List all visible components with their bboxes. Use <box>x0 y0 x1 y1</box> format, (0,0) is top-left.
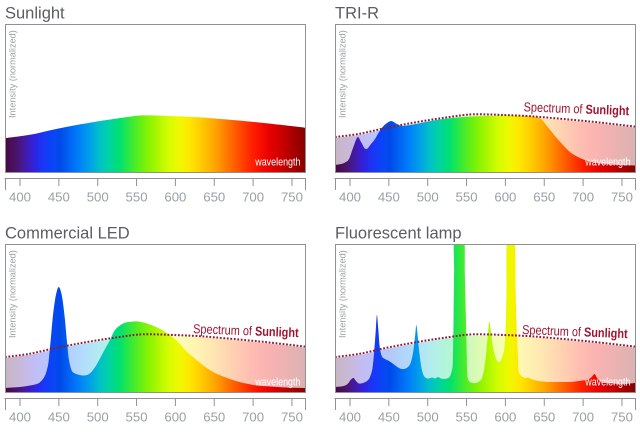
svg-text:500: 500 <box>87 410 109 425</box>
svg-text:650: 650 <box>203 410 225 425</box>
svg-text:400: 400 <box>9 410 31 425</box>
svg-text:450: 450 <box>48 190 70 205</box>
svg-text:700: 700 <box>572 410 594 425</box>
svg-text:700: 700 <box>572 190 594 205</box>
svg-text:Intensity (normalized): Intensity (normalized) <box>8 30 18 118</box>
svg-text:500: 500 <box>87 190 109 205</box>
svg-text:750: 750 <box>281 410 303 425</box>
svg-text:500: 500 <box>417 410 439 425</box>
svg-text:450: 450 <box>378 190 400 205</box>
svg-text:650: 650 <box>533 190 555 205</box>
svg-text:750: 750 <box>611 410 633 425</box>
svg-text:600: 600 <box>494 190 516 205</box>
svg-text:550: 550 <box>126 410 148 425</box>
svg-text:400: 400 <box>9 190 31 205</box>
svg-text:600: 600 <box>164 410 186 425</box>
svg-text:Spectrum of Sunlight: Spectrum of Sunlight <box>523 99 629 118</box>
svg-text:wavelength: wavelength <box>254 377 300 389</box>
svg-text:600: 600 <box>164 190 186 205</box>
svg-text:750: 750 <box>281 190 303 205</box>
svg-text:450: 450 <box>378 410 400 425</box>
svg-text:750: 750 <box>611 190 633 205</box>
svg-text:700: 700 <box>242 410 264 425</box>
svg-text:700: 700 <box>242 190 264 205</box>
svg-text:Sunlight: Sunlight <box>5 5 65 23</box>
svg-text:wavelength: wavelength <box>584 377 630 389</box>
svg-text:Intensity (normalized): Intensity (normalized) <box>8 250 18 338</box>
svg-text:wavelength: wavelength <box>584 157 630 169</box>
svg-text:Fluorescent lamp: Fluorescent lamp <box>335 225 462 243</box>
svg-text:Commercial LED: Commercial LED <box>5 225 130 243</box>
svg-text:650: 650 <box>533 410 555 425</box>
svg-text:650: 650 <box>203 190 225 205</box>
svg-text:TRI-R: TRI-R <box>335 5 379 23</box>
svg-text:400: 400 <box>339 410 361 425</box>
svg-text:500: 500 <box>417 190 439 205</box>
svg-text:Spectrum of Sunlight: Spectrum of Sunlight <box>522 322 628 341</box>
svg-text:Intensity (normalized): Intensity (normalized) <box>338 250 348 338</box>
svg-text:Spectrum of Sunlight: Spectrum of Sunlight <box>193 321 299 340</box>
svg-text:400: 400 <box>339 190 361 205</box>
svg-text:wavelength: wavelength <box>254 157 300 169</box>
svg-text:450: 450 <box>48 410 70 425</box>
svg-text:550: 550 <box>456 410 478 425</box>
svg-text:550: 550 <box>456 190 478 205</box>
svg-text:600: 600 <box>494 410 516 425</box>
svg-text:550: 550 <box>126 190 148 205</box>
svg-text:Intensity (normalized): Intensity (normalized) <box>338 30 348 118</box>
